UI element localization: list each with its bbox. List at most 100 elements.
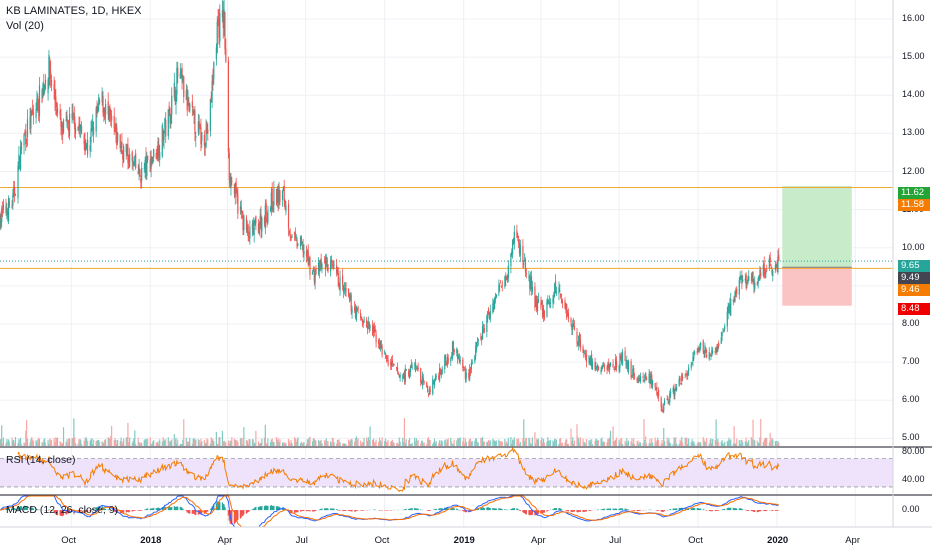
candle-body (283, 186, 285, 202)
macd-histogram-bar (62, 510, 65, 516)
volume-bar (191, 443, 193, 446)
macd-histogram-bar (729, 508, 731, 511)
candle-body (693, 354, 695, 359)
volume-bar (378, 437, 381, 446)
macd-histogram-bar (276, 506, 278, 511)
volume-bar (392, 442, 394, 446)
candle-body (609, 366, 611, 370)
candle-body (427, 393, 430, 395)
volume-bar (504, 438, 506, 446)
volume-bar (614, 440, 616, 446)
volume-bar (363, 438, 365, 446)
volume-bar (768, 442, 770, 446)
volume-bar (638, 443, 640, 446)
candle-body (68, 126, 70, 132)
candle-body (331, 261, 333, 263)
volume-bar (348, 441, 351, 446)
symbol-legend[interactable]: KB LAMINATES, 1D, HKEX (6, 5, 142, 17)
volume-bar (540, 439, 542, 446)
volume-bar (224, 441, 226, 446)
volume-bar (754, 440, 756, 446)
volume-bar (583, 441, 585, 446)
macd-histogram-bar (199, 510, 201, 514)
macd-histogram-bar (555, 508, 558, 511)
macd-histogram-bar (754, 510, 756, 513)
candle-body (187, 99, 189, 106)
candle-body (709, 353, 711, 354)
candle-body (369, 325, 371, 328)
volume-bar (573, 440, 576, 446)
candle-body (554, 280, 557, 294)
candle-body (294, 232, 296, 236)
volume-bar (536, 439, 539, 446)
macd-histogram-bar (309, 510, 311, 512)
volume-bar (676, 443, 678, 446)
volume-bar (596, 439, 598, 446)
macd-histogram-bar (156, 508, 158, 511)
volume-bar (553, 442, 555, 446)
candle-body (228, 152, 230, 181)
candle-body (426, 382, 428, 387)
volume-bar (439, 440, 441, 446)
volume-bar (549, 439, 551, 446)
candle-body (558, 287, 560, 294)
volume-bar (7, 441, 9, 446)
candle-body (179, 72, 181, 79)
macd-legend[interactable]: MACD (12, 26, close, 9) (6, 504, 119, 516)
macd-histogram-bar (776, 510, 778, 511)
candle-body (703, 351, 705, 355)
candle-body (637, 379, 639, 381)
candle-body (338, 286, 340, 289)
macd-histogram-bar (573, 510, 576, 512)
candle-body (499, 282, 502, 284)
candle-body (718, 343, 720, 347)
volume-bar (128, 442, 130, 446)
candle-body (638, 379, 640, 381)
volume-bar (487, 441, 489, 446)
candle-body (99, 100, 101, 104)
candle-body (553, 293, 555, 299)
candle-body (301, 241, 303, 245)
volume-bar (591, 439, 593, 446)
candle-body (336, 270, 339, 275)
volume-legend[interactable]: Vol (20) (6, 20, 44, 32)
candle-body (159, 152, 161, 160)
volume-bar (312, 438, 315, 446)
macd-histogram-bar (251, 509, 254, 511)
volume-bar (582, 438, 584, 446)
volume-bar (42, 442, 44, 446)
candle-body (649, 375, 651, 385)
macd-histogram-bar (608, 508, 610, 511)
horizontal-levels[interactable] (0, 187, 893, 269)
rsi-legend[interactable]: RSI (14, close) (6, 454, 76, 466)
volume-bar (723, 443, 725, 446)
candle-body (270, 192, 272, 211)
macd-histogram-bar (410, 508, 412, 511)
macd-histogram-bar (684, 508, 686, 511)
macd-histogram-bar (728, 507, 730, 511)
candle-body (748, 276, 750, 281)
candle-body (243, 215, 245, 231)
macd-histogram-bar (585, 510, 587, 512)
macd-histogram-bar (585, 510, 588, 512)
macd-histogram-bar (452, 508, 454, 511)
volume-bar (512, 439, 514, 446)
macd-histogram-bar (355, 510, 357, 512)
macd-histogram-bar (60, 510, 62, 516)
candle-body (314, 271, 316, 284)
macd-histogram-bar (672, 508, 674, 511)
macd-histogram-bar (639, 510, 641, 511)
macd-histogram-bar (255, 506, 257, 511)
macd-histogram-bar (248, 510, 250, 512)
volume-bar (471, 441, 473, 446)
target-zone (782, 186, 852, 268)
macd-histogram-bar (331, 508, 333, 511)
volume-bar (19, 439, 21, 446)
volume-bar (8, 441, 11, 446)
macd-histogram-bar (14, 508, 17, 511)
macd-histogram-bar (246, 510, 248, 513)
volume-bar (31, 437, 33, 446)
volume-bar (703, 439, 705, 446)
candle-body (14, 194, 17, 196)
